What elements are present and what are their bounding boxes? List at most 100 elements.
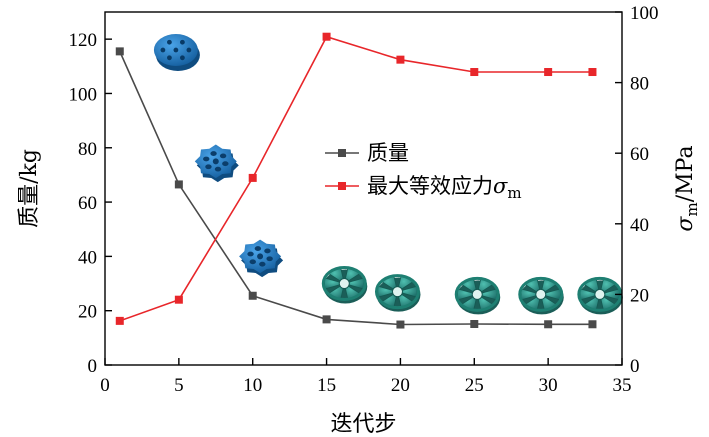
part-hub — [471, 288, 483, 300]
part-hole — [249, 259, 256, 265]
y-right-axis-title: σm/MPa — [673, 145, 701, 231]
part-hole — [160, 47, 166, 53]
series-line — [119, 35, 593, 322]
structure-iteration-30-icon — [518, 276, 564, 315]
part-hole — [203, 156, 210, 162]
y-left-axis-title: 质量/kg — [17, 149, 42, 228]
data-point — [322, 315, 331, 324]
data-point — [248, 291, 257, 300]
data-point — [248, 173, 257, 182]
legend-label-subscript: m — [507, 184, 521, 202]
data-point — [470, 319, 479, 328]
part-hole — [264, 248, 271, 254]
x-tick-label: 30 — [539, 375, 558, 396]
part-hub — [391, 286, 403, 298]
legend-label: 质量 — [367, 141, 409, 165]
y-left-tick-label: 80 — [78, 139, 97, 160]
legend-marker — [338, 182, 346, 190]
part-hole — [173, 47, 179, 53]
y-right-tick-label: 40 — [630, 215, 649, 236]
legend-marker — [338, 149, 346, 157]
part-hole — [247, 251, 254, 257]
y-right-tick-label: 100 — [630, 3, 659, 24]
data-point — [174, 180, 183, 189]
structure-iteration-20-icon — [374, 274, 421, 312]
structure-iteration-1-icon — [153, 34, 200, 72]
part-hole — [167, 39, 172, 45]
series-layer — [115, 32, 597, 329]
data-point — [115, 316, 124, 325]
x-tick-label: 0 — [100, 375, 110, 396]
legend-entry: 最大等效应力σm — [325, 174, 522, 202]
part-hole — [167, 55, 172, 61]
part-hub — [594, 288, 606, 300]
part-rim — [518, 276, 564, 312]
part-hole — [186, 47, 192, 53]
y-left-tick-label: 0 — [88, 356, 98, 377]
x-tick-label: 35 — [613, 375, 632, 396]
structure-iteration-15-icon — [321, 266, 368, 304]
series-mass — [115, 47, 597, 329]
data-point — [322, 32, 331, 41]
part-hole — [259, 261, 266, 267]
y-right-title-symbol: σ — [673, 216, 698, 232]
part-rim — [321, 266, 367, 302]
y-right-tick-label: 60 — [630, 144, 649, 165]
y-left-tick-label: 100 — [69, 84, 98, 105]
part-hole — [212, 158, 219, 165]
structure-iteration-10-icon — [239, 239, 284, 278]
y-left-tick-label: 120 — [69, 30, 98, 51]
legend-entry: 质量 — [325, 141, 409, 165]
legend-label-text: 最大等效应力 — [367, 174, 493, 198]
structure-iteration-33-icon — [577, 276, 623, 315]
plot-frame — [104, 11, 623, 366]
x-tick-label: 20 — [391, 375, 410, 396]
y-left-tick-label: 40 — [78, 247, 97, 268]
x-tick-label: 15 — [317, 375, 336, 396]
x-tick-label: 25 — [465, 375, 484, 396]
series-stress — [115, 32, 597, 325]
y-right-title-subscript: m — [683, 202, 701, 216]
part-rim — [454, 276, 500, 312]
x-tick-label: 5 — [174, 375, 184, 396]
legend-label-symbol: σ — [493, 174, 508, 198]
data-point — [115, 47, 124, 56]
part-hole — [214, 166, 222, 172]
y-left-tick-label: 20 — [78, 302, 97, 323]
y-right-title-unit: /MPa — [673, 145, 698, 202]
part-hole — [180, 39, 185, 45]
structure-iteration-25-icon — [454, 276, 501, 315]
part-rim — [374, 274, 420, 310]
legend-label-text: 质量 — [367, 141, 409, 165]
x-axis-title: 迭代步 — [330, 412, 396, 437]
axis-labels: 迭代步 质量/kg σm/MPa — [17, 145, 701, 437]
legend-label: 最大等效应力σm — [367, 174, 522, 202]
y-right-tick-label: 0 — [630, 356, 640, 377]
y-right-tick-label: 20 — [630, 285, 649, 306]
part-hub — [338, 278, 350, 290]
part-hole — [266, 256, 273, 262]
part-hole — [210, 151, 217, 156]
structure-iteration-5-icon — [194, 144, 239, 183]
x-tick-label: 10 — [243, 375, 262, 396]
data-point — [544, 320, 553, 329]
part-hole — [219, 153, 227, 159]
data-point — [544, 68, 553, 77]
y-right-tick-label: 80 — [630, 74, 649, 95]
data-point — [174, 295, 183, 304]
data-point — [396, 55, 405, 64]
part-hole — [254, 246, 262, 251]
data-point — [470, 68, 479, 77]
data-point — [588, 320, 597, 329]
part-hole — [180, 55, 185, 61]
data-point — [588, 68, 597, 77]
axes: 0 5 10 15 20 25 30 3502040608010012002040608010… — [69, 3, 659, 396]
part-hole — [205, 164, 212, 170]
part-hole — [257, 253, 264, 260]
y-left-tick-label: 60 — [78, 193, 97, 214]
part-hub — [535, 288, 547, 300]
data-point — [396, 320, 405, 329]
series-line — [119, 51, 593, 326]
